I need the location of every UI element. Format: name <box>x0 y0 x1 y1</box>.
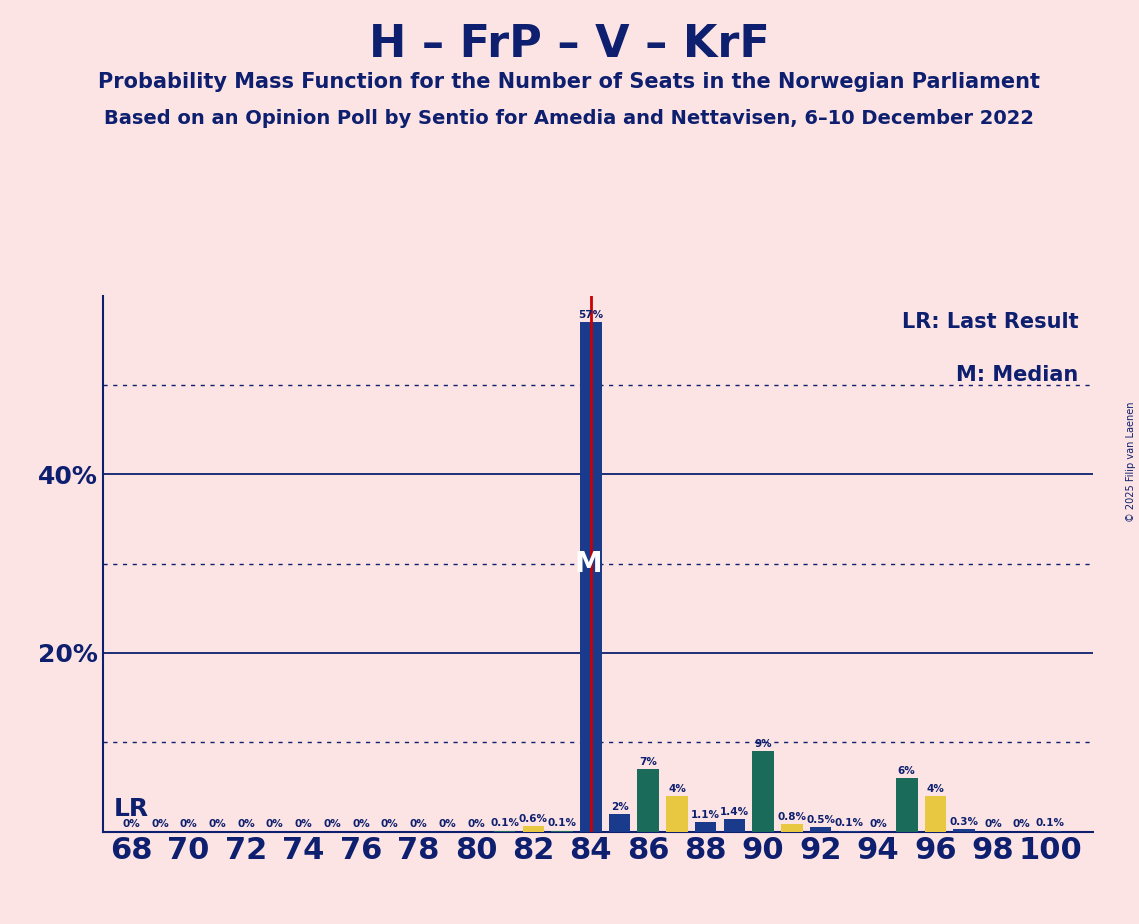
Bar <box>810 827 831 832</box>
Text: 0%: 0% <box>984 820 1002 830</box>
Text: 0%: 0% <box>208 820 227 830</box>
Text: 0%: 0% <box>410 820 427 830</box>
Text: 57%: 57% <box>579 310 604 321</box>
Text: 1.4%: 1.4% <box>720 807 749 817</box>
Text: 0%: 0% <box>439 820 456 830</box>
Bar <box>753 751 773 832</box>
Bar <box>523 826 544 832</box>
Text: 0.1%: 0.1% <box>490 819 519 829</box>
Text: Based on an Opinion Poll by Sentio for Amedia and Nettavisen, 6–10 December 2022: Based on an Opinion Poll by Sentio for A… <box>105 109 1034 128</box>
Bar <box>666 796 688 832</box>
Text: 9%: 9% <box>754 739 772 749</box>
Text: 0.1%: 0.1% <box>548 819 576 829</box>
Text: 0.5%: 0.5% <box>806 815 835 825</box>
Text: LR: LR <box>114 796 149 821</box>
Bar <box>723 819 745 832</box>
Text: 0.8%: 0.8% <box>777 812 806 822</box>
Text: Probability Mass Function for the Number of Seats in the Norwegian Parliament: Probability Mass Function for the Number… <box>98 72 1041 92</box>
Text: LR: Last Result: LR: Last Result <box>902 311 1079 332</box>
Text: 0%: 0% <box>295 820 312 830</box>
Text: 6%: 6% <box>898 766 916 776</box>
Text: 0.1%: 0.1% <box>1035 819 1065 829</box>
Text: 7%: 7% <box>639 757 657 767</box>
Bar <box>953 829 975 832</box>
Text: 0%: 0% <box>151 820 169 830</box>
Text: 2%: 2% <box>611 801 629 811</box>
Bar <box>896 778 918 832</box>
Text: 4%: 4% <box>926 784 944 794</box>
Text: 0%: 0% <box>122 820 140 830</box>
Text: 0%: 0% <box>323 820 342 830</box>
Bar <box>925 796 947 832</box>
Text: 0.3%: 0.3% <box>950 817 978 827</box>
Text: 0%: 0% <box>869 820 887 830</box>
Bar <box>781 824 803 832</box>
Bar <box>580 322 601 832</box>
Text: 1.1%: 1.1% <box>691 809 720 820</box>
Text: 0%: 0% <box>467 820 485 830</box>
Text: 4%: 4% <box>669 784 686 794</box>
Text: © 2025 Filip van Laenen: © 2025 Filip van Laenen <box>1126 402 1136 522</box>
Bar <box>608 814 630 832</box>
Text: 0%: 0% <box>352 820 370 830</box>
Bar <box>638 769 659 832</box>
Text: H – FrP – V – KrF: H – FrP – V – KrF <box>369 23 770 67</box>
Text: 0%: 0% <box>237 820 255 830</box>
Text: M: Median: M: Median <box>957 365 1079 385</box>
Text: 0%: 0% <box>267 820 284 830</box>
Text: 0%: 0% <box>180 820 197 830</box>
Text: M: M <box>574 550 601 578</box>
Text: 0.6%: 0.6% <box>519 814 548 824</box>
Text: 0%: 0% <box>1013 820 1031 830</box>
Text: 0%: 0% <box>380 820 399 830</box>
Bar <box>695 821 716 832</box>
Text: 0.1%: 0.1% <box>835 819 863 829</box>
